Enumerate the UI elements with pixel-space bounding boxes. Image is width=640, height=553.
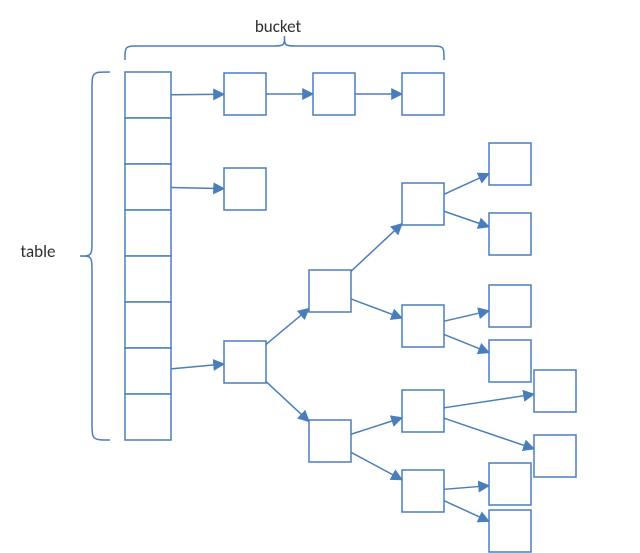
node-F5	[534, 370, 576, 412]
brace-table	[80, 72, 110, 440]
node-Mdn	[309, 420, 351, 462]
edge-N2-F3	[444, 311, 489, 321]
edge-N4-F8	[444, 501, 489, 522]
boxes	[125, 72, 576, 552]
node-F1	[489, 143, 531, 185]
edges	[171, 94, 534, 521]
node-F7	[489, 463, 531, 505]
table-cell-3	[125, 210, 171, 256]
edge-N3-F6	[444, 418, 534, 449]
node-N2	[402, 305, 444, 347]
edge-Mdn-N3	[351, 418, 402, 434]
edge-N3-F5	[444, 394, 534, 408]
node-r0b	[313, 73, 355, 115]
node-N4	[402, 470, 444, 512]
edge-Mup-N1	[351, 224, 402, 272]
node-N1	[402, 183, 444, 225]
edge-N2-F4	[444, 334, 489, 352]
edge-L-Mdn	[266, 382, 309, 422]
edge-tbl2-r2a	[171, 187, 224, 188]
node-L	[224, 341, 266, 383]
node-F6	[534, 435, 576, 477]
edge-N4-F7	[444, 486, 489, 490]
edge-N1-F1	[444, 174, 489, 195]
node-F4	[489, 340, 531, 382]
hash-table-diagram: table bucket	[0, 0, 640, 553]
table-cell-6	[125, 348, 171, 394]
table-cell-1	[125, 118, 171, 164]
node-N3	[402, 390, 444, 432]
table-cell-5	[125, 302, 171, 348]
edge-tbl6-L	[171, 364, 224, 369]
table-cell-4	[125, 256, 171, 302]
node-r0c	[402, 73, 444, 115]
table-cell-7	[125, 394, 171, 440]
edge-Mup-N2	[351, 299, 402, 318]
edge-N1-F2	[444, 211, 489, 227]
node-r2a	[224, 168, 266, 210]
label-table: table	[21, 241, 56, 262]
node-F8	[489, 510, 531, 552]
node-r0a	[224, 73, 266, 115]
label-bucket: bucket	[255, 16, 302, 37]
brace-bucket	[125, 36, 444, 60]
edge-Mdn-N4	[351, 452, 402, 479]
table-cell-0	[125, 72, 171, 118]
edge-tbl0-r0a	[171, 94, 224, 95]
table-cell-2	[125, 164, 171, 210]
node-F2	[489, 213, 531, 255]
node-Mup	[309, 270, 351, 312]
edge-L-Mup	[266, 309, 309, 345]
node-F3	[489, 285, 531, 327]
